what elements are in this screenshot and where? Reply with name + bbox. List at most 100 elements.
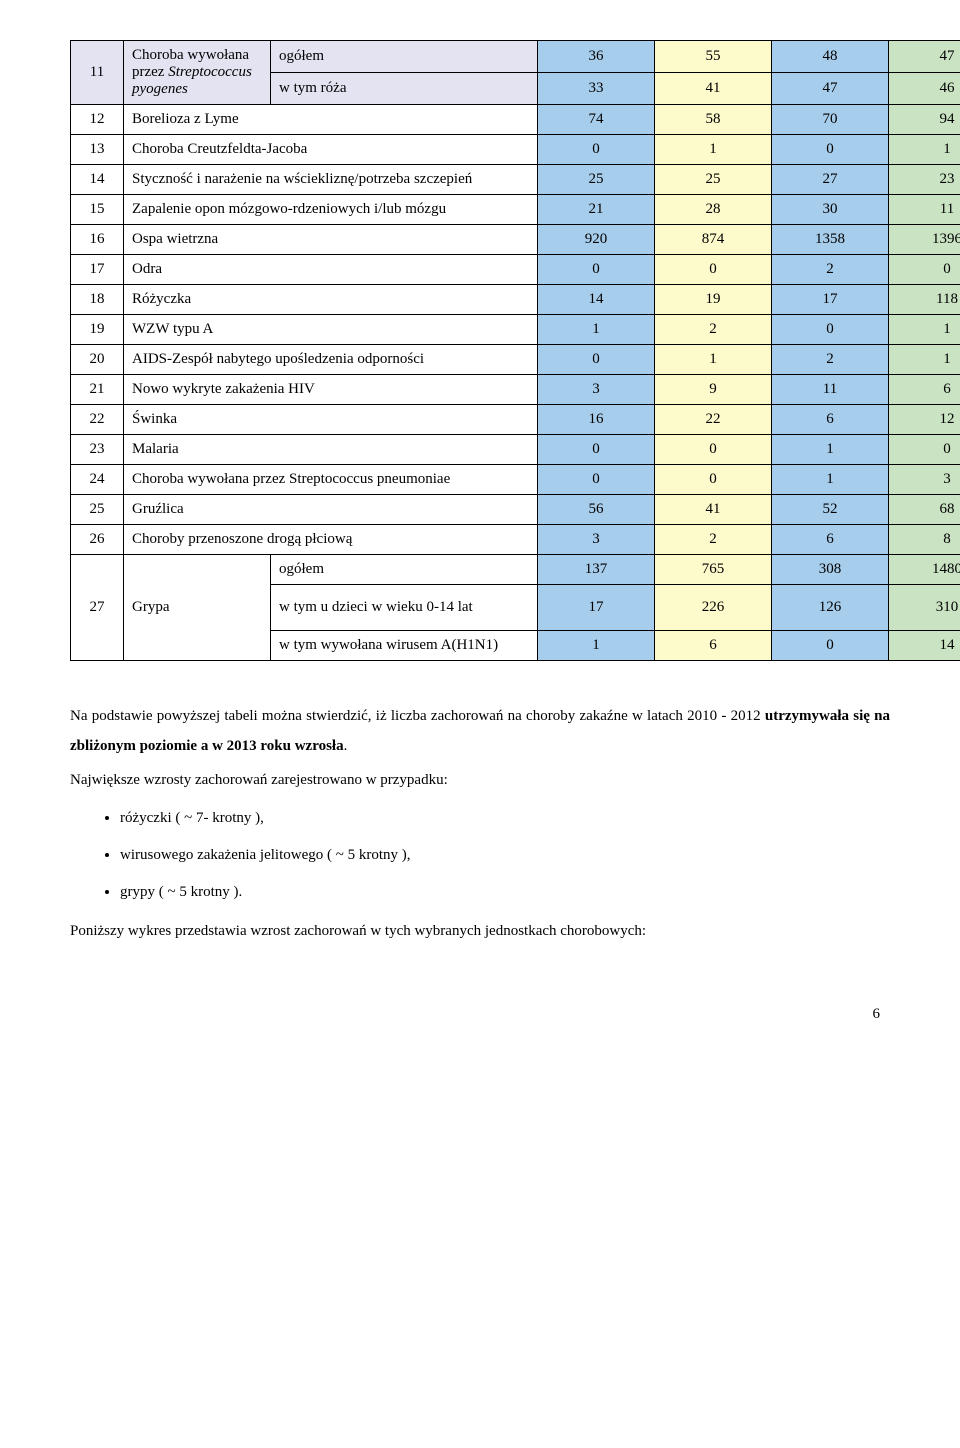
cell: 70 bbox=[772, 105, 889, 135]
cell: 11 bbox=[889, 195, 960, 225]
text-span: Na podstawie powyższej tabeli można stwi… bbox=[70, 708, 765, 724]
cell: 1 bbox=[772, 465, 889, 495]
row-number: 23 bbox=[71, 435, 124, 465]
body-text: Na podstawie powyższej tabeli można stwi… bbox=[70, 701, 890, 946]
row-label: Zapalenie opon mózgowo-rdzeniowych i/lub… bbox=[124, 195, 538, 225]
row-sublabel: ogółem bbox=[271, 41, 538, 73]
cell: 6 bbox=[655, 631, 772, 661]
cell: 1 bbox=[655, 135, 772, 165]
cell: 47 bbox=[772, 73, 889, 105]
cell: 12 bbox=[889, 405, 960, 435]
cell: 36 bbox=[538, 41, 655, 73]
cell: 0 bbox=[889, 255, 960, 285]
table-row: 14 Styczność i narażenie na wściekliznę/… bbox=[71, 165, 960, 195]
row-label: Choroba Creutzfeldta-Jacoba bbox=[124, 135, 538, 165]
table-row: 20 AIDS-Zespół nabytego upośledzenia odp… bbox=[71, 345, 960, 375]
cell: 17 bbox=[538, 585, 655, 631]
cell: 41 bbox=[655, 495, 772, 525]
cell: 226 bbox=[655, 585, 772, 631]
cell: 19 bbox=[655, 285, 772, 315]
cell: 308 bbox=[772, 555, 889, 585]
cell: 1 bbox=[889, 345, 960, 375]
row-number: 13 bbox=[71, 135, 124, 165]
cell: 6 bbox=[889, 375, 960, 405]
cell: 68 bbox=[889, 495, 960, 525]
cell: 52 bbox=[772, 495, 889, 525]
cell: 16 bbox=[538, 405, 655, 435]
row-label: Różyczka bbox=[124, 285, 538, 315]
cell: 1 bbox=[772, 435, 889, 465]
paragraph: Poniższy wykres przedstawia wzrost zacho… bbox=[70, 916, 890, 946]
cell: 2 bbox=[772, 255, 889, 285]
paragraph: Na podstawie powyższej tabeli można stwi… bbox=[70, 701, 890, 761]
cell: 14 bbox=[889, 631, 960, 661]
cell: 2 bbox=[655, 315, 772, 345]
bullet-list: różyczki ( ~ 7- krotny ), wirusowego zak… bbox=[70, 805, 890, 906]
cell: 1 bbox=[889, 135, 960, 165]
cell: 1 bbox=[538, 315, 655, 345]
cell: 3 bbox=[889, 465, 960, 495]
row-label: Choroby przenoszone drogą płciową bbox=[124, 525, 538, 555]
row-number: 15 bbox=[71, 195, 124, 225]
table-row: 21 Nowo wykryte zakażenia HIV 3 9 11 6 bbox=[71, 375, 960, 405]
list-item: wirusowego zakażenia jelitowego ( ~ 5 kr… bbox=[120, 842, 890, 869]
cell: 0 bbox=[655, 435, 772, 465]
disease-table: 11 Choroba wywołana przez Streptococcus … bbox=[70, 40, 960, 661]
cell: 874 bbox=[655, 225, 772, 255]
row-label: AIDS-Zespół nabytego upośledzenia odporn… bbox=[124, 345, 538, 375]
cell: 310 bbox=[889, 585, 960, 631]
cell: 0 bbox=[772, 135, 889, 165]
table-row: 15 Zapalenie opon mózgowo-rdzeniowych i/… bbox=[71, 195, 960, 225]
cell: 6 bbox=[772, 405, 889, 435]
cell: 28 bbox=[655, 195, 772, 225]
row-number: 24 bbox=[71, 465, 124, 495]
cell: 0 bbox=[538, 255, 655, 285]
cell: 1 bbox=[538, 631, 655, 661]
cell: 11 bbox=[772, 375, 889, 405]
table-row: 13 Choroba Creutzfeldta-Jacoba 0 1 0 1 bbox=[71, 135, 960, 165]
row-number: 12 bbox=[71, 105, 124, 135]
cell: 2 bbox=[655, 525, 772, 555]
cell: 0 bbox=[538, 135, 655, 165]
cell: 22 bbox=[655, 405, 772, 435]
cell: 1358 bbox=[772, 225, 889, 255]
row-number: 19 bbox=[71, 315, 124, 345]
cell: 17 bbox=[772, 285, 889, 315]
cell: 0 bbox=[538, 345, 655, 375]
cell: 0 bbox=[772, 631, 889, 661]
cell: 6 bbox=[772, 525, 889, 555]
cell: 27 bbox=[772, 165, 889, 195]
row-number: 20 bbox=[71, 345, 124, 375]
cell: 8 bbox=[889, 525, 960, 555]
table-row: 24 Choroba wywołana przez Streptococcus … bbox=[71, 465, 960, 495]
cell: 0 bbox=[889, 435, 960, 465]
table-row: 17 Odra 0 0 2 0 bbox=[71, 255, 960, 285]
cell: 47 bbox=[889, 41, 960, 73]
cell: 1396 bbox=[889, 225, 960, 255]
table-row: 16 Ospa wietrzna 920 874 1358 1396 bbox=[71, 225, 960, 255]
text-span: . bbox=[344, 738, 348, 754]
cell: 126 bbox=[772, 585, 889, 631]
row-label: Malaria bbox=[124, 435, 538, 465]
row-sublabel: w tym u dzieci w wieku 0-14 lat bbox=[271, 585, 538, 631]
row-number: 14 bbox=[71, 165, 124, 195]
table-row: 12 Borelioza z Lyme 74 58 70 94 bbox=[71, 105, 960, 135]
cell: 0 bbox=[538, 435, 655, 465]
row-sublabel: ogółem bbox=[271, 555, 538, 585]
cell: 58 bbox=[655, 105, 772, 135]
row-label: Świnka bbox=[124, 405, 538, 435]
row-number: 18 bbox=[71, 285, 124, 315]
cell: 137 bbox=[538, 555, 655, 585]
row-label: Odra bbox=[124, 255, 538, 285]
cell: 0 bbox=[538, 465, 655, 495]
cell: 3 bbox=[538, 375, 655, 405]
row-sublabel: w tym wywołana wirusem A(H1N1) bbox=[271, 631, 538, 661]
cell: 56 bbox=[538, 495, 655, 525]
cell: 9 bbox=[655, 375, 772, 405]
cell: 0 bbox=[655, 465, 772, 495]
cell: 48 bbox=[772, 41, 889, 73]
cell: 2 bbox=[772, 345, 889, 375]
cell: 30 bbox=[772, 195, 889, 225]
list-item: grypy ( ~ 5 krotny ). bbox=[120, 879, 890, 906]
row-number: 22 bbox=[71, 405, 124, 435]
